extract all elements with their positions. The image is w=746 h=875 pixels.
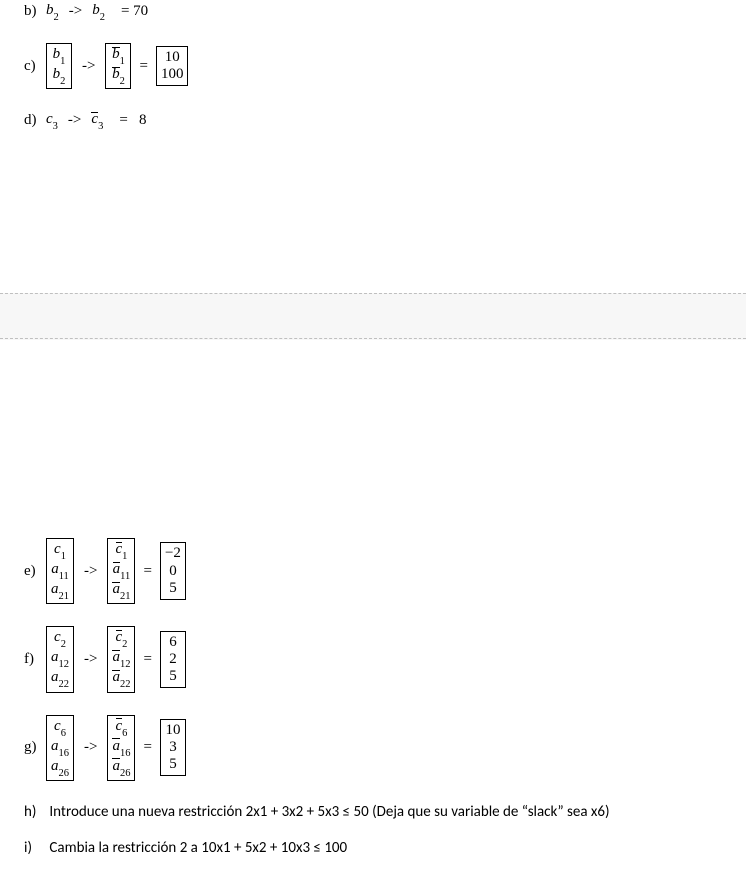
value-d: = 8 <box>119 112 146 129</box>
arrow: -> <box>84 651 97 668</box>
label-i: i) <box>24 839 46 857</box>
vec-e-1: c1 a11 a21 <box>46 538 74 604</box>
vec-f-result: 6 2 5 <box>160 631 186 689</box>
label-c: c) <box>24 58 46 75</box>
expr-b-lhs: b2 <box>46 2 59 21</box>
arrow: -> <box>84 739 97 756</box>
eq: = <box>139 58 147 75</box>
page-gap <box>0 138 746 538</box>
expr-d-rhs: c3 <box>91 111 103 130</box>
expr-d-lhs: c3 <box>46 111 58 130</box>
label-g: g) <box>24 739 46 756</box>
vec-g-2: c6 a16 a26 <box>107 715 135 781</box>
vec-f-1: c2 a12 a22 <box>46 626 74 692</box>
row-i: i) Cambia la restricción 2 a 10x1 + 5x2 … <box>24 839 746 857</box>
text-i: Cambia la restricción 2 a 10x1 + 5x2 + 1… <box>49 839 347 857</box>
row-b: b) b2 -> b2 = 70 <box>24 2 746 21</box>
row-e: e) c1 a11 a21 -> c1 a11 a21 = −2 0 5 <box>24 538 746 604</box>
row-f: f) c2 a12 a22 -> c2 a12 a22 = 6 2 5 <box>24 626 746 692</box>
arrow: -> <box>69 3 82 20</box>
vec-c-1: b1 b2 <box>46 43 72 89</box>
row-d: d) c3 -> c3 = 8 <box>24 111 746 130</box>
vec-e-2: c1 a11 a21 <box>107 538 135 604</box>
eq: = <box>143 563 151 580</box>
expr-b-rhs: b2 <box>92 2 105 21</box>
arrow: -> <box>68 112 81 129</box>
arrow: -> <box>84 563 97 580</box>
eq: = <box>143 651 151 668</box>
vec-c-result: 10 100 <box>156 46 189 87</box>
label-d: d) <box>24 112 46 129</box>
vec-g-1: c6 a16 a26 <box>46 715 74 781</box>
eq: = <box>143 739 151 756</box>
shade-bottom <box>0 316 746 340</box>
row-g: g) c6 a16 a26 -> c6 a16 a26 = 10 3 5 <box>24 715 746 781</box>
shade-top <box>0 293 746 317</box>
label-b: b) <box>24 3 46 20</box>
value-b: = 70 <box>121 3 148 20</box>
arrow: -> <box>82 58 95 75</box>
page: b) b2 -> b2 = 70 c) b1 b2 -> b1 b2 = <box>0 0 746 857</box>
vec-e-result: −2 0 5 <box>160 542 186 600</box>
vec-g-result: 10 3 5 <box>160 719 186 777</box>
text-h: Introduce una nueva restricción 2x1 + 3x… <box>49 803 609 821</box>
dash-line-2 <box>0 338 746 339</box>
label-e: e) <box>24 563 46 580</box>
vec-f-2: c2 a12 a22 <box>107 626 135 692</box>
label-f: f) <box>24 651 46 668</box>
row-c: c) b1 b2 -> b1 b2 = 10 100 <box>24 43 746 89</box>
label-h: h) <box>24 803 46 821</box>
section-bottom: e) c1 a11 a21 -> c1 a11 a21 = −2 0 5 f) <box>0 538 746 857</box>
section-top: b) b2 -> b2 = 70 c) b1 b2 -> b1 b2 = <box>0 0 746 130</box>
vec-c-2: b1 b2 <box>105 43 131 89</box>
row-h: h) Introduce una nueva restricción 2x1 +… <box>24 803 746 821</box>
dash-line-1 <box>0 293 746 294</box>
